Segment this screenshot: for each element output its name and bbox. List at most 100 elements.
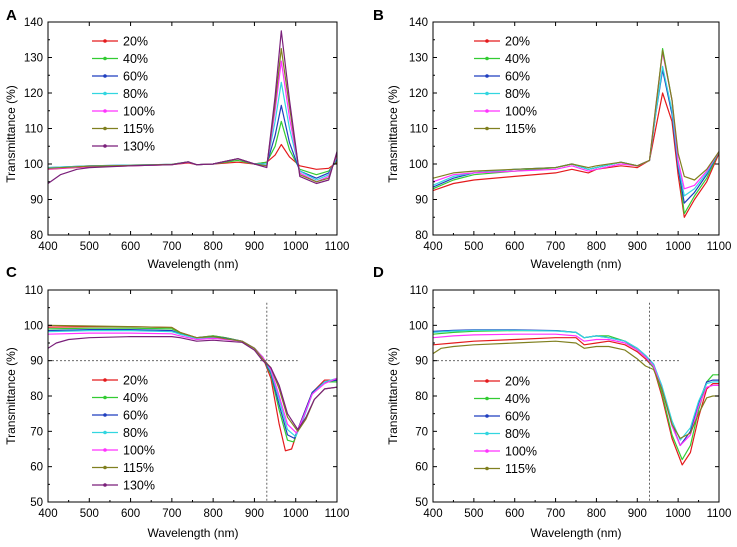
series-line-130pct <box>48 30 337 185</box>
series-line-20pct <box>433 92 719 218</box>
legend-label: 60% <box>123 409 148 423</box>
x-tick-label: 600 <box>505 241 524 253</box>
x-tick-label: 700 <box>546 508 565 520</box>
legend-label: 20% <box>505 375 530 389</box>
legend-entry: 100% <box>92 444 155 458</box>
x-tick-label: 600 <box>121 508 140 520</box>
x-tick-label: 1100 <box>325 508 350 520</box>
y-tick-label: 80 <box>30 230 43 242</box>
legend: 20% 40% 60% 80% 100% 115% 130% <box>92 374 155 493</box>
x-tick-label: 800 <box>587 241 606 253</box>
panel-a: A Transmittance (%) Wavelength (nm) 400 5… <box>4 7 349 271</box>
legend-entry: 100% <box>474 105 537 119</box>
y-tick-label: 120 <box>24 88 43 100</box>
legend-entry: 115% <box>92 122 154 136</box>
panel-label-b: B <box>373 7 384 24</box>
legend-entry: 40% <box>474 392 530 406</box>
series-line-115pct <box>433 340 719 439</box>
x-axis-label: Wavelength (nm) <box>148 526 239 540</box>
series-line-115pct <box>48 324 337 432</box>
plot-area: 400 500 600 700 800 900 1000 1100 80 90 100 110 120 1… <box>24 17 350 253</box>
legend-marker <box>103 378 107 382</box>
plot-area: 400 500 600 700 800 900 1000 1100 50 60 70 80 90 100 1… <box>409 285 732 520</box>
series-group <box>48 324 337 452</box>
x-tick-label: 700 <box>162 508 181 520</box>
legend-entry: 80% <box>92 87 148 101</box>
legend-label: 115% <box>505 122 536 136</box>
x-axis-label: Wavelength (nm) <box>148 257 239 271</box>
y-tick-label: 130 <box>409 53 428 65</box>
legend-entry: 20% <box>92 35 148 49</box>
legend-label: 115% <box>123 122 154 136</box>
y-tick-label: 90 <box>30 195 43 207</box>
y-tick-label: 100 <box>24 320 43 332</box>
legend-label: 40% <box>123 391 148 405</box>
legend-entry: 100% <box>474 445 537 459</box>
x-tick-label: 1100 <box>707 508 732 520</box>
legend-marker <box>103 413 107 417</box>
x-tick-label: 500 <box>80 508 99 520</box>
series-line-20pct <box>48 326 337 452</box>
legend: 20% 40% 60% 80% 100% 115% <box>474 375 537 476</box>
x-tick-label: 800 <box>587 508 606 520</box>
legend-label: 80% <box>505 427 530 441</box>
legend-marker <box>485 91 489 96</box>
legend-marker <box>485 109 489 113</box>
series-line-80pct <box>48 330 337 438</box>
y-tick-label: 100 <box>24 159 43 171</box>
plot-frame <box>432 289 720 503</box>
series-line-100pct <box>433 333 719 447</box>
legend-marker <box>103 465 107 470</box>
y-axis-label: Transmittance (%) <box>4 347 18 445</box>
series-line-115pct <box>48 47 337 183</box>
legend-entry: 20% <box>474 35 530 49</box>
legend-entry: 80% <box>474 87 530 101</box>
y-tick-label: 110 <box>25 124 43 136</box>
legend-label: 20% <box>123 35 148 49</box>
legend-marker <box>485 39 489 43</box>
x-tick-label: 1100 <box>707 241 732 253</box>
x-tick-label: 400 <box>38 508 57 520</box>
x-tick-label: 800 <box>204 508 223 520</box>
x-tick-label: 700 <box>162 241 181 253</box>
x-tick-label: 1100 <box>325 241 350 253</box>
x-tick-label: 400 <box>423 241 442 253</box>
legend-label: 100% <box>505 445 537 459</box>
legend-label: 20% <box>505 35 530 49</box>
legend-label: 100% <box>505 105 537 119</box>
legend-marker <box>485 414 489 418</box>
y-axis-label: Transmittance (%) <box>386 85 400 183</box>
x-tick-label: 500 <box>80 241 99 253</box>
legend-label: 100% <box>123 105 155 119</box>
x-tick-label: 800 <box>204 241 223 253</box>
legend-entry: 60% <box>92 409 148 423</box>
legend-label: 80% <box>505 87 530 101</box>
y-tick-label: 110 <box>410 285 428 297</box>
series-line-20pct <box>433 337 719 466</box>
x-tick-label: 1000 <box>665 241 691 253</box>
legend-marker <box>103 483 107 487</box>
x-tick-label: 400 <box>38 241 57 253</box>
legend-entry: 115% <box>92 461 154 475</box>
series-group <box>433 47 719 218</box>
legend: 20% 40% 60% 80% 100% 115% 130% <box>92 35 155 154</box>
legend-marker <box>485 431 489 436</box>
legend-label: 100% <box>123 444 155 458</box>
y-tick-label: 50 <box>30 497 43 509</box>
legend-entry: 20% <box>474 375 530 389</box>
y-tick-label: 130 <box>24 53 43 65</box>
y-axis-label: Transmittance (%) <box>386 347 400 445</box>
y-tick-label: 110 <box>25 285 43 297</box>
legend-label: 115% <box>505 462 536 476</box>
plot-area: 400 500 600 700 800 900 1000 1100 50 60 70 80 90 100 1… <box>24 285 350 520</box>
legend: 20% 40% 60% 80% 100% 115% <box>474 35 537 136</box>
x-tick-label: 500 <box>464 241 483 253</box>
legend-entry: 115% <box>474 122 536 136</box>
legend-entry: 60% <box>92 70 148 84</box>
legend-label: 60% <box>505 70 530 84</box>
y-tick-label: 60 <box>30 462 43 474</box>
plot-frame <box>47 289 338 503</box>
y-tick-label: 70 <box>30 426 43 438</box>
